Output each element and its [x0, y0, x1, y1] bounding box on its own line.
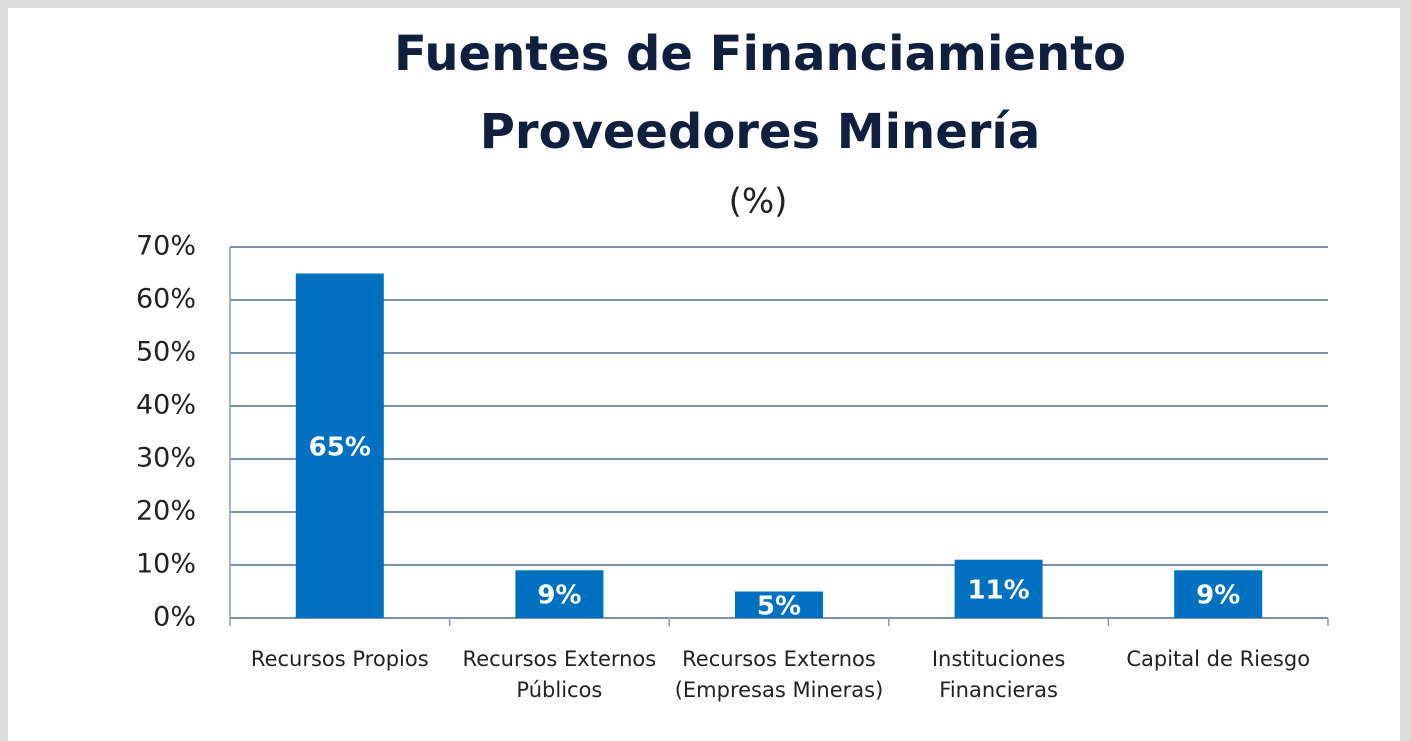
y-tick-label: 10% [136, 549, 196, 580]
y-tick-label: 20% [136, 496, 196, 527]
bar [515, 570, 604, 618]
background [8, 8, 1400, 741]
y-tick-label: 30% [136, 443, 196, 474]
x-tick-label: Capital de Riesgo [1126, 647, 1310, 671]
data-label: 9% [1196, 581, 1240, 611]
chart-title: Proveedores Minería [480, 104, 1041, 160]
bar [735, 591, 823, 618]
y-tick-label: 0% [153, 602, 196, 633]
y-tick-label: 60% [136, 284, 196, 315]
data-label: 11% [967, 575, 1029, 605]
x-tick-label: Instituciones [932, 647, 1065, 671]
bar [1174, 570, 1263, 618]
data-label: 65% [309, 432, 371, 462]
y-tick-label: 50% [136, 337, 196, 368]
x-tick-label: Recursos Externos [463, 647, 657, 671]
x-tick-label: Financieras [939, 678, 1058, 702]
bar [295, 273, 384, 618]
bar [954, 559, 1043, 618]
x-tick-label: Públicos [516, 678, 602, 702]
x-tick-label: Recursos Propios [251, 647, 429, 671]
y-tick-label: 70% [136, 231, 196, 262]
chart-subtitle: (%) [729, 182, 788, 222]
data-label: 5% [757, 591, 801, 621]
x-tick-label: Recursos Externos [682, 647, 876, 671]
y-tick-label: 40% [136, 390, 196, 421]
x-tick-label: (Empresas Mineras) [675, 678, 884, 702]
data-label: 9% [537, 581, 581, 611]
chart-title: Fuentes de Financiamiento [394, 26, 1126, 82]
